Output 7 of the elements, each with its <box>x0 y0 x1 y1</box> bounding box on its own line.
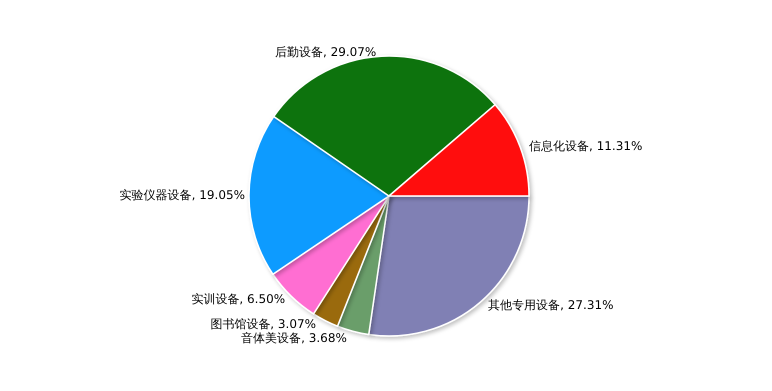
slice-label: 实训设备, 6.50% <box>191 292 286 306</box>
slice-label: 信息化设备, 11.31% <box>529 138 642 153</box>
slice-label: 图书馆设备, 3.07% <box>210 317 316 332</box>
slice-label: 音体美设备, 3.68% <box>241 331 347 346</box>
slice-label: 实验仪器设备, 19.05% <box>120 188 245 202</box>
slice-label: 其他专用设备, 27.31% <box>488 298 614 312</box>
slice-label: 后勤设备, 29.07% <box>274 45 376 60</box>
